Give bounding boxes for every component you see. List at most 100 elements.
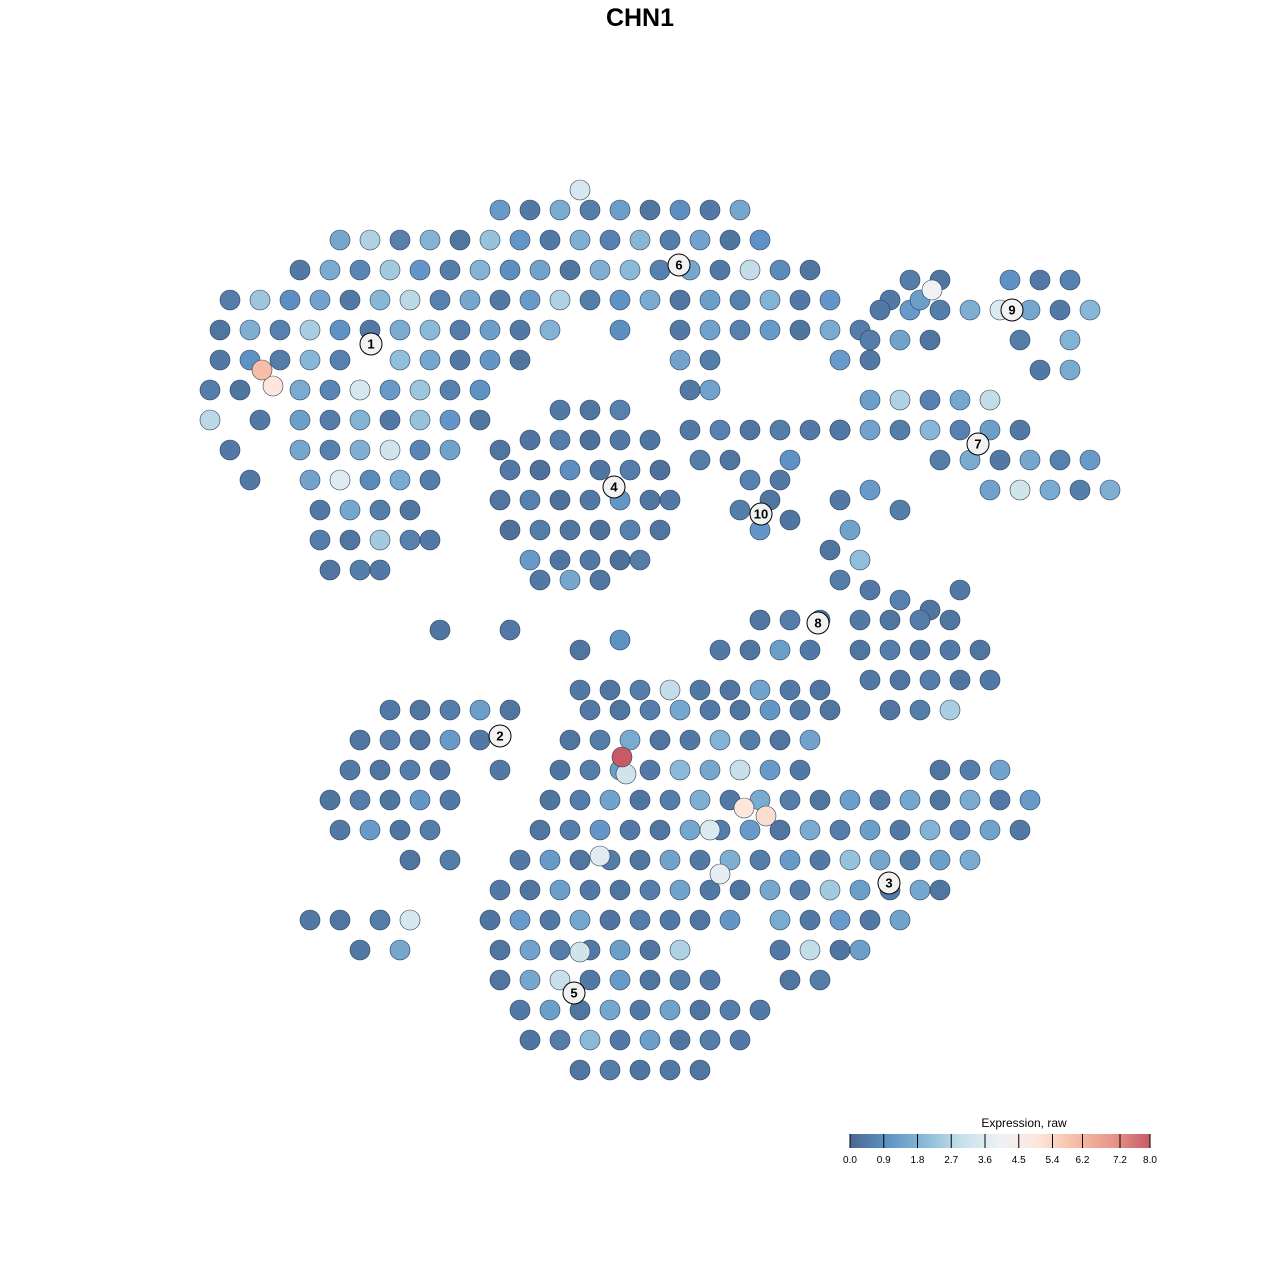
cell-point (509, 319, 531, 341)
cell-point (699, 1029, 721, 1051)
cell-point (489, 439, 511, 461)
cell-point (689, 789, 711, 811)
cell-point (899, 789, 921, 811)
cell-point (719, 679, 741, 701)
cell-point (489, 289, 511, 311)
chart-title: CHN1 (605, 4, 675, 32)
cell-point (999, 269, 1021, 291)
cell-point (399, 529, 421, 551)
cell-point (719, 229, 741, 251)
cell-point (679, 819, 701, 841)
cell-point (689, 909, 711, 931)
cell-point (379, 789, 401, 811)
cell-point (339, 499, 361, 521)
cell-point (449, 349, 471, 371)
cell-point (599, 909, 621, 931)
cell-point (569, 679, 591, 701)
cell-point (909, 699, 931, 721)
cell-point (539, 909, 561, 931)
cell-point (889, 669, 911, 691)
cell-point (629, 229, 651, 251)
cell-point (489, 879, 511, 901)
cell-point (419, 319, 441, 341)
cell-point (419, 229, 441, 251)
cell-point (609, 199, 631, 221)
cell-point (989, 449, 1011, 471)
cell-point (659, 679, 681, 701)
cell-point (569, 909, 591, 931)
cell-point (349, 409, 371, 431)
cell-point (549, 879, 571, 901)
cell-point (659, 229, 681, 251)
cell-point (949, 819, 971, 841)
cell-point (529, 819, 551, 841)
cell-point (919, 669, 941, 691)
cluster-label-text: 3 (885, 876, 892, 891)
cell-point (879, 699, 901, 721)
cell-point (379, 439, 401, 461)
cell-point (779, 969, 801, 991)
cluster-label-text: 6 (675, 258, 682, 273)
cell-point (389, 469, 411, 491)
cell-point (559, 729, 581, 751)
cell-point (559, 459, 581, 481)
colorbar-tick-label: 5.4 (1046, 1155, 1060, 1166)
cell-point (789, 759, 811, 781)
cell-point (699, 879, 721, 901)
cell-point (769, 639, 791, 661)
cluster-label-4: 4 (602, 475, 626, 499)
cell-point (599, 679, 621, 701)
cell-point (659, 489, 681, 511)
cell-point (439, 849, 461, 871)
cell-point (589, 819, 611, 841)
cell-point (779, 509, 801, 531)
cell-point (329, 909, 351, 931)
cell-point (769, 909, 791, 931)
cell-point (649, 259, 671, 281)
cell-point (369, 909, 391, 931)
cell-point (859, 419, 881, 441)
cell-point (969, 639, 991, 661)
cell-point (889, 589, 911, 611)
cell-point (859, 819, 881, 841)
cluster-label-badge (359, 332, 383, 356)
cell-point (739, 819, 761, 841)
cell-point (649, 519, 671, 541)
cell-point (609, 399, 631, 421)
cell-point (829, 349, 851, 371)
cell-point (679, 379, 701, 401)
cell-point (659, 909, 681, 931)
colorbar-tick-label: 1.8 (911, 1155, 925, 1166)
cell-point (689, 229, 711, 251)
cell-point (889, 819, 911, 841)
cell-point (329, 229, 351, 251)
cell-point (209, 349, 231, 371)
cell-point (589, 459, 611, 481)
cell-point (419, 349, 441, 371)
cell-point (409, 729, 431, 751)
cell-point (509, 229, 531, 251)
cell-point (359, 819, 381, 841)
cell-point (389, 819, 411, 841)
cell-point (379, 699, 401, 721)
cell-point (519, 489, 541, 511)
cell-point (479, 319, 501, 341)
cell-point (879, 639, 901, 661)
cell-point (929, 449, 951, 471)
cell-point (549, 429, 571, 451)
cell-point (589, 569, 611, 591)
cell-point (429, 289, 451, 311)
cell-point (609, 629, 631, 651)
cell-point (299, 349, 321, 371)
cell-point (619, 459, 641, 481)
cell-point (339, 759, 361, 781)
cell-point (309, 289, 331, 311)
cell-point (829, 909, 851, 931)
cell-point (669, 199, 691, 221)
cell-point (699, 969, 721, 991)
cell-point (759, 879, 781, 901)
cell-point (959, 789, 981, 811)
cell-point (689, 679, 711, 701)
cell-point (489, 969, 511, 991)
cell-point (729, 879, 751, 901)
